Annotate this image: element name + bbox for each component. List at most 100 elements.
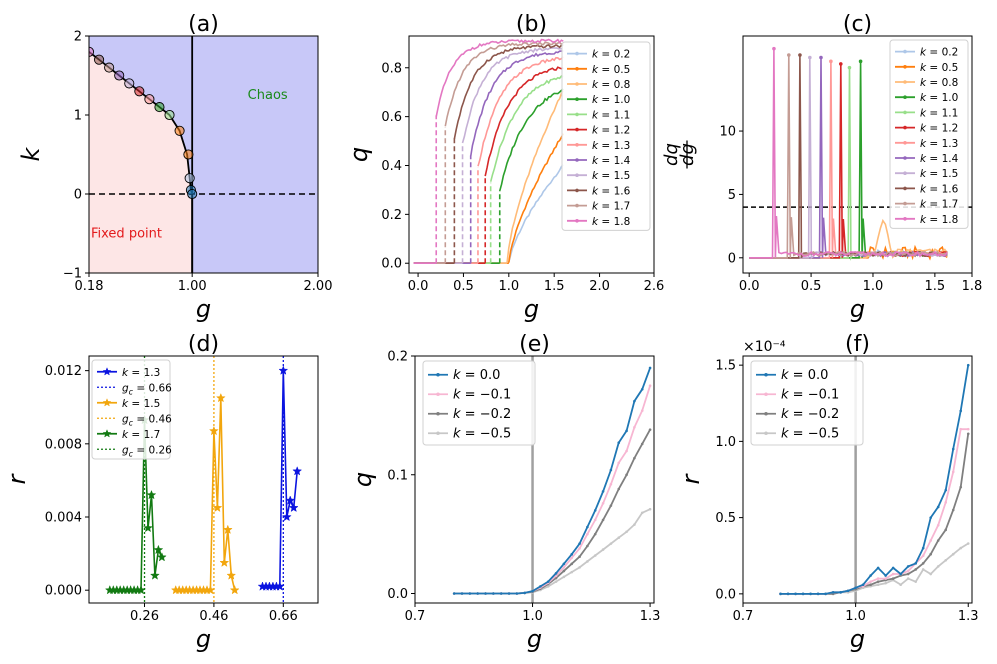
series-point [570, 556, 574, 560]
legend-marker [764, 411, 768, 416]
series-point [861, 583, 865, 587]
series-point [546, 580, 550, 583]
plot-area [779, 356, 970, 603]
series-point [593, 509, 597, 512]
x-tick-label: 1.3 [958, 609, 979, 624]
series-point [570, 570, 574, 574]
axes-frame [414, 355, 655, 604]
series-point [854, 586, 857, 590]
panel-title: (b) [516, 12, 547, 37]
legend-entry: k = 0.5 [592, 64, 630, 76]
series-point [936, 539, 940, 542]
legend-marker [575, 127, 579, 132]
axes-frame [88, 35, 319, 274]
series-peak-marker [819, 55, 823, 60]
series-point [906, 565, 910, 568]
series-point [562, 569, 566, 573]
series-point [609, 468, 613, 472]
x-tick-label: 1.5 [544, 279, 565, 294]
series-point [966, 427, 970, 431]
series-point [617, 487, 621, 491]
legend-marker [764, 392, 768, 397]
series-point [929, 516, 933, 519]
axes-frame [408, 35, 655, 274]
series-point [891, 572, 895, 576]
y-tick-label: 0.0 [381, 257, 402, 272]
legend-marker [903, 95, 907, 99]
series-star-marker [292, 466, 303, 476]
plot-area [413, 38, 565, 265]
legend-marker [903, 156, 907, 160]
series-point [578, 555, 581, 558]
axes-frame [88, 355, 319, 604]
legend-marker [575, 173, 579, 177]
boundary-marker [174, 125, 185, 136]
series-point [944, 488, 948, 492]
x-tick-label: 0.7 [405, 609, 426, 624]
y-tick-label: 0.0 [715, 587, 736, 602]
legend: k = 0.2 k = 0.5 k = 0.8 k = 1.0 k = 1.1 k = 1… [889, 39, 969, 229]
series-star-marker [274, 581, 285, 591]
legend-marker [903, 125, 907, 130]
x-tick-label: 0.0 [739, 279, 760, 294]
legend-entry: k = 1.5 [920, 168, 958, 180]
x-axis-label: g [196, 625, 211, 653]
y-tick-label: 0.6 [381, 110, 402, 125]
series-point [609, 542, 613, 545]
y-tick-label: 0.8 [381, 61, 402, 76]
series-point [929, 539, 933, 542]
legend-entry: gc = 0.46 [122, 413, 172, 427]
y-tick-label: 0.0 [387, 587, 408, 602]
legend-marker [575, 67, 579, 71]
legend-entry: k = 1.7 [920, 199, 958, 211]
series-point [891, 577, 895, 580]
y-tick-label: −1 [63, 267, 82, 282]
series-point [617, 461, 621, 465]
series-point [562, 575, 566, 579]
legend-marker [764, 431, 768, 436]
legend-frame [561, 41, 651, 231]
legend-entry: k = 1.7 [122, 429, 160, 441]
series-line [262, 370, 298, 588]
panel-a: Fixed point Chaos 0.18 1.00 2.00 −1 0 1 2 (a) g k [17, 12, 332, 323]
y-tick-label: 2 [74, 30, 82, 45]
series-point [921, 568, 925, 571]
y-tick-label: 1.5 [715, 359, 736, 374]
series-point [914, 580, 917, 583]
series-line [498, 88, 564, 192]
series-point [648, 384, 652, 387]
legend-entry: gc = 0.66 [122, 382, 172, 396]
legend-entry: k = 1.8 [920, 214, 958, 226]
legend-marker [575, 51, 579, 56]
y-tick-label: 0.008 [45, 437, 82, 452]
legend-entry: k = 0.0 [453, 368, 500, 383]
series-line [435, 38, 564, 117]
series-star-marker [208, 425, 219, 436]
series-point [786, 592, 790, 596]
x-tick-label: 2.00 [304, 279, 333, 294]
series-point [593, 518, 597, 522]
series-point [476, 592, 479, 595]
x-axis-label: g [524, 295, 539, 323]
panel-e: k = 0.0 k = −0.1 k = −0.2 k = −0.5 0.7 1.0 1.3… [349, 332, 660, 653]
y-tick-label: 0.012 [45, 364, 82, 379]
series-star-marker [226, 570, 237, 580]
y-axis-label: r [3, 472, 31, 484]
panel-b: k = 0.2 k = 0.5 k = 0.8 k = 1.0 k = 1.1 k = 1… [345, 12, 664, 323]
boundary-marker [94, 54, 105, 65]
series-point [884, 577, 887, 580]
series-star-marker [229, 584, 240, 595]
series-point [625, 449, 628, 453]
legend-marker [903, 171, 907, 175]
series-point [609, 482, 613, 486]
boundary-marker [164, 109, 175, 121]
series-point [906, 572, 910, 576]
boundary-marker [187, 188, 198, 200]
legend-marker [102, 367, 112, 376]
series-point [570, 562, 574, 566]
boundary-marker [144, 94, 155, 105]
series-point [633, 523, 636, 526]
x-axis-label: g [527, 625, 542, 653]
series-point [640, 442, 644, 446]
series-star-marker [205, 585, 216, 595]
